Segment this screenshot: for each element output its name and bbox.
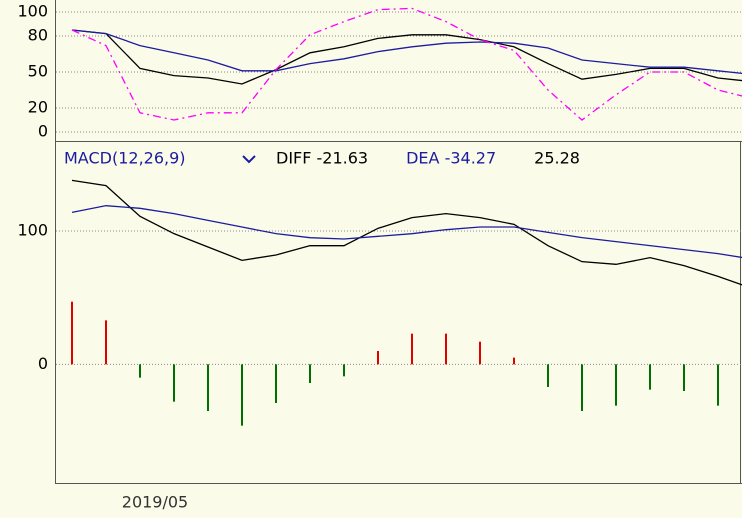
y-tick-label: 20 bbox=[28, 98, 48, 117]
line-series bbox=[71, 179, 742, 286]
y-tick-label: 100 bbox=[17, 2, 48, 21]
line-series bbox=[71, 29, 742, 85]
line-series bbox=[71, 7, 742, 121]
y-tick-label: 100 bbox=[17, 221, 48, 240]
y-tick-label: 80 bbox=[28, 26, 48, 45]
y-tick-label: 0 bbox=[38, 122, 48, 141]
legend-label: DEA -34.27 bbox=[406, 149, 496, 168]
indicator-title: MACD(12,26,9) bbox=[64, 149, 186, 168]
line-series bbox=[71, 29, 742, 74]
y-tick-label: 0 bbox=[38, 354, 48, 373]
legend-label: DIFF -21.63 bbox=[276, 149, 368, 168]
line-series bbox=[71, 205, 742, 259]
dropdown-icon[interactable] bbox=[242, 155, 256, 164]
x-tick-label: 2019/05 bbox=[122, 493, 188, 512]
legend-label: 25.28 bbox=[534, 149, 580, 168]
y-tick-label: 50 bbox=[28, 62, 48, 81]
